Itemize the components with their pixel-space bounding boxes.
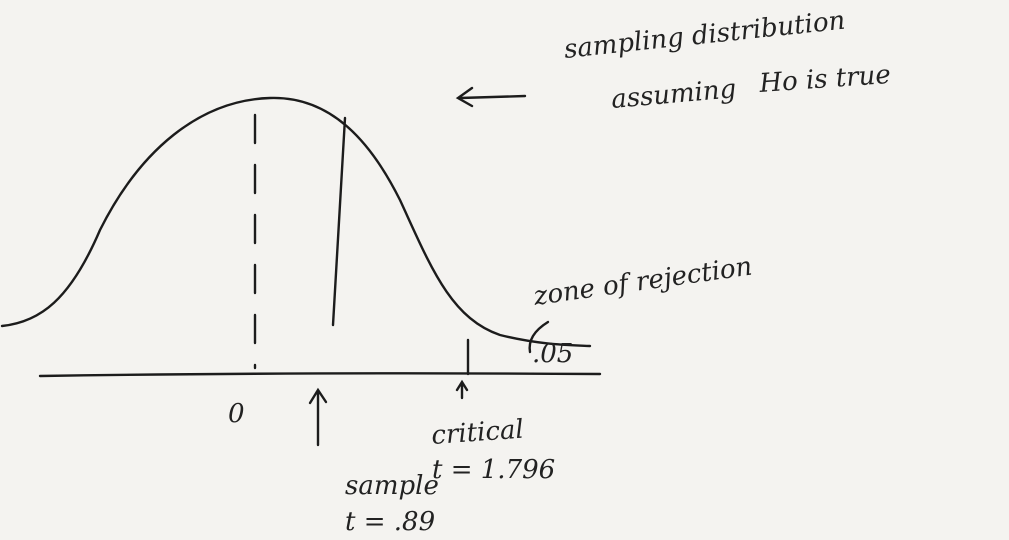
sample-label: sample	[345, 471, 439, 501]
critical-value: t = 1.796	[432, 455, 555, 485]
page: sampling distribution assuming Ho is tru…	[0, 0, 1009, 540]
diagram: sampling distribution assuming Ho is tru…	[0, 0, 1009, 540]
sample-value: t = .89	[345, 507, 435, 537]
zero-label: 0	[228, 399, 245, 429]
alpha-label: .05	[532, 339, 573, 369]
